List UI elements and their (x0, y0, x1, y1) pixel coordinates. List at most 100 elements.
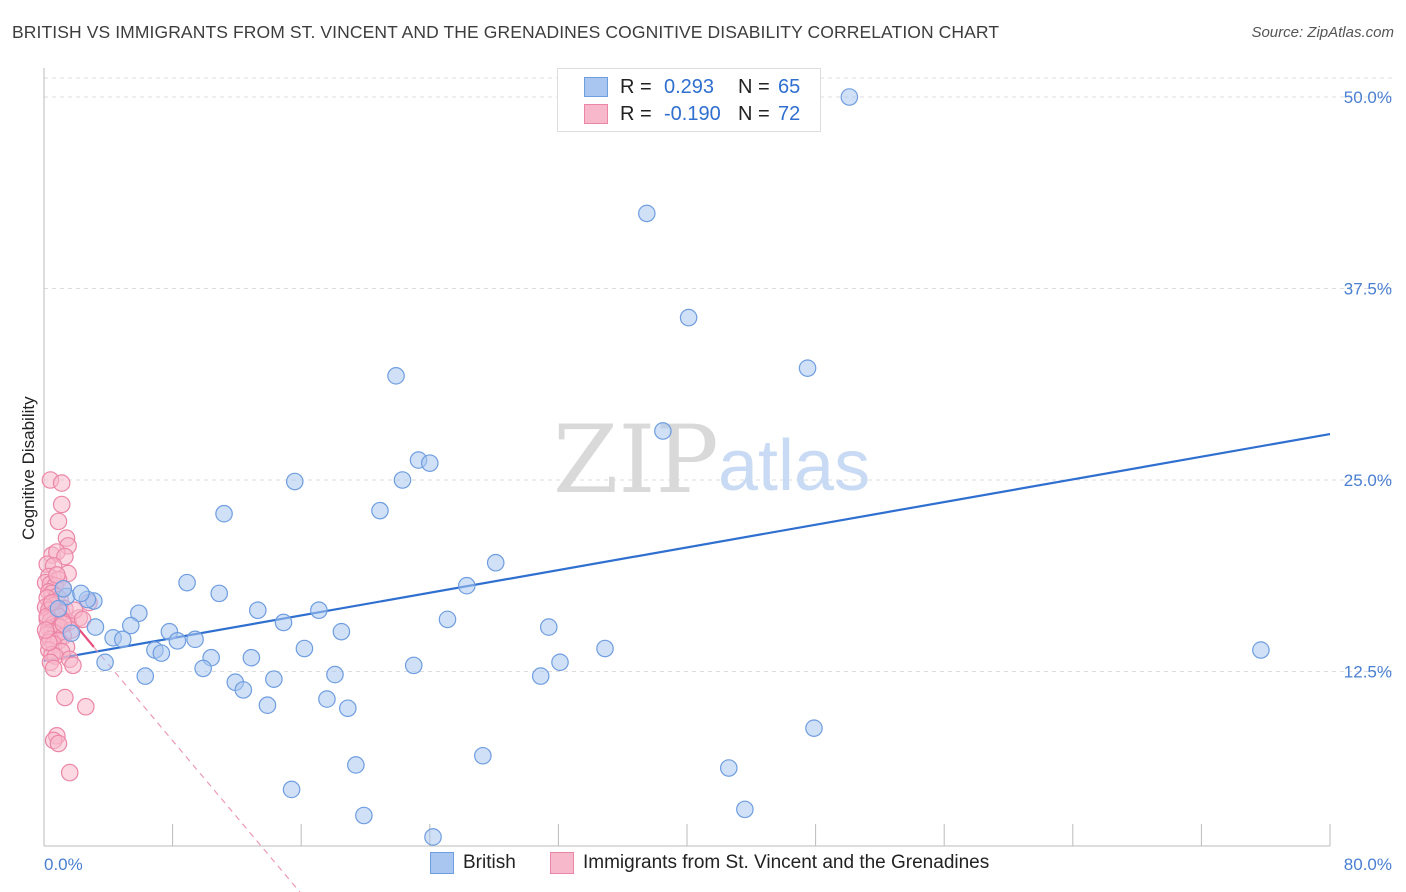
point-british (274, 613, 293, 632)
point-british (638, 204, 656, 223)
point-british (840, 88, 859, 106)
point-british (318, 690, 336, 708)
point-british (282, 780, 301, 799)
point-british (805, 719, 823, 737)
y-tick-labels: 12.5% 25.0% 37.5% 50.0% (1344, 88, 1392, 682)
point-british (371, 501, 389, 520)
point-british (654, 422, 672, 440)
point-british (122, 616, 140, 635)
point-immigrants (36, 621, 55, 639)
x-tick-label: 80.0% (1344, 855, 1392, 874)
point-british (295, 639, 314, 658)
point-british (72, 584, 90, 603)
legend-swatch-immigrants (550, 852, 574, 874)
correlation-legend: R = 0.293 N = 65 R = -0.190 N = 72 (557, 68, 821, 132)
point-british (531, 667, 550, 685)
legend-n-value: 65 (778, 75, 801, 98)
point-british (332, 622, 351, 641)
legend-r-value: -0.190 (664, 102, 721, 125)
trend-line-immigrants-extension (93, 646, 301, 892)
point-british (215, 504, 233, 523)
legend-r-value: 0.293 (664, 75, 715, 98)
point-immigrants (64, 656, 82, 675)
legend-n-label: N = (738, 102, 770, 125)
point-british (474, 746, 492, 765)
point-british (130, 604, 148, 623)
point-british (242, 648, 261, 667)
watermark-atlas: atlas (718, 426, 870, 506)
point-british (265, 670, 283, 688)
data-points (36, 88, 1270, 846)
watermark-zip: ZIP (553, 406, 719, 515)
point-british (736, 800, 754, 819)
point-immigrants (56, 688, 74, 707)
point-british (62, 624, 81, 642)
legend-item-immigrants[interactable]: Immigrants from St. Vincent and the Gren… (550, 852, 989, 874)
legend-n-label: N = (738, 75, 770, 98)
point-british (258, 696, 277, 715)
point-british (355, 806, 373, 825)
point-british (596, 639, 614, 658)
point-british (49, 599, 68, 618)
x-tick-label: 0.0% (44, 855, 83, 874)
point-british (210, 584, 229, 603)
point-british (551, 653, 569, 672)
y-tick-label: 50.0% (1344, 88, 1392, 107)
point-immigrants (49, 512, 68, 531)
point-british (152, 644, 171, 662)
legend-n-value: 72 (778, 102, 801, 125)
point-british (310, 601, 328, 620)
legend-row-immigrants: R = -0.190 N = 72 (558, 101, 800, 127)
legend-label-british: British (463, 852, 516, 873)
point-british (457, 576, 476, 595)
point-british (54, 579, 73, 598)
point-british (326, 665, 344, 684)
point-immigrants (73, 610, 92, 629)
point-british (339, 699, 357, 718)
point-british (178, 573, 196, 592)
y-axis-title: Cognitive Disability (19, 396, 38, 540)
point-british (719, 759, 738, 777)
point-british (1252, 641, 1270, 659)
chart-source: Source: ZipAtlas.com (1251, 24, 1394, 41)
trend-line-british (43, 432, 1331, 662)
point-british (86, 618, 105, 636)
point-british (679, 308, 698, 327)
grid-lines (44, 77, 1392, 672)
point-immigrants (76, 697, 95, 716)
point-british (404, 656, 423, 675)
legend-r-label: R = (620, 75, 652, 98)
point-british (424, 828, 442, 846)
y-tick-label: 25.0% (1344, 471, 1392, 490)
legend-row-british: R = 0.293 N = 65 (558, 74, 800, 100)
point-british (248, 601, 267, 620)
point-british (420, 454, 439, 472)
legend-swatch-british (584, 77, 608, 97)
point-british (347, 756, 365, 774)
point-british (393, 471, 412, 489)
legend-swatch-immigrants (584, 104, 608, 124)
point-immigrants (52, 495, 71, 514)
point-british (285, 472, 304, 491)
point-british (486, 553, 505, 572)
point-british (113, 630, 132, 649)
y-tick-label: 12.5% (1344, 663, 1392, 682)
point-british (168, 632, 187, 650)
point-british (96, 653, 114, 672)
series-legend: British Immigrants from St. Vincent and … (0, 852, 1406, 878)
legend-item-british[interactable]: British (430, 852, 516, 874)
point-british (387, 367, 405, 385)
legend-label-immigrants: Immigrants from St. Vincent and the Gren… (583, 852, 990, 873)
point-immigrants (60, 763, 79, 782)
point-british (234, 681, 253, 699)
point-british (438, 610, 457, 629)
point-british (136, 667, 155, 685)
legend-swatch-british (430, 852, 454, 874)
legend-r-label: R = (620, 102, 652, 125)
point-british (539, 618, 558, 636)
chart-title: BRITISH VS IMMIGRANTS FROM ST. VINCENT A… (12, 22, 1000, 42)
point-british (798, 359, 817, 377)
point-immigrants (49, 734, 68, 753)
point-british (194, 659, 212, 678)
